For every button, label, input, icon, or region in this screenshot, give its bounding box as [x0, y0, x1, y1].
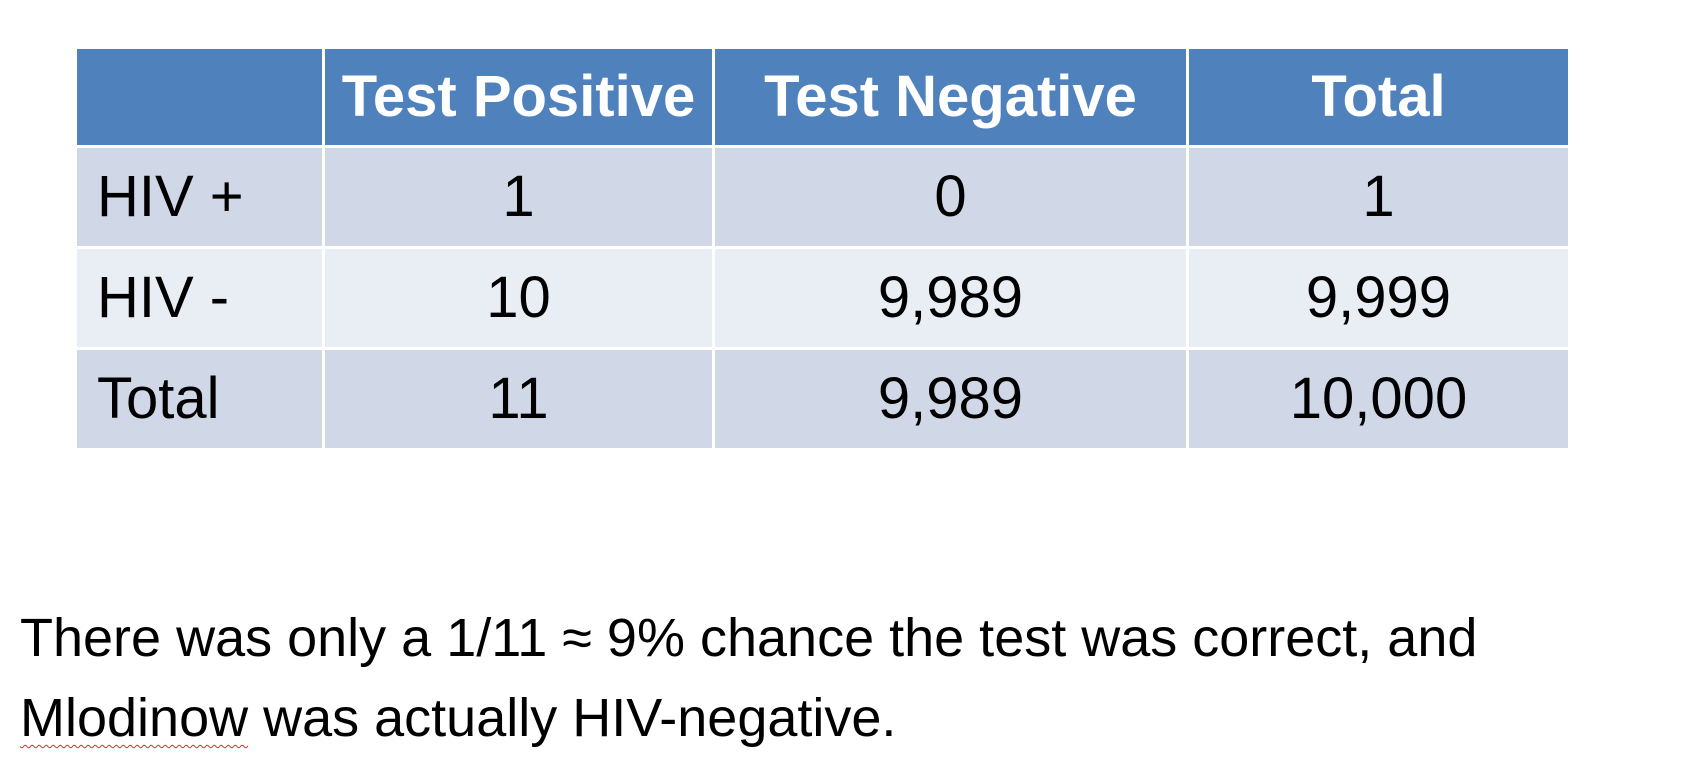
table-cell: 11: [322, 347, 715, 451]
table-cell: 1: [1186, 145, 1571, 249]
row-label-total: Total: [74, 347, 325, 451]
row-label-hiv-negative: HIV -: [74, 246, 325, 350]
conclusion-line-2-rest: was actually HIV-negative.: [248, 688, 897, 748]
table-cell: 9,989: [712, 246, 1189, 350]
table-row: Total 11 9,989 10,000: [74, 347, 1571, 451]
table-cell: 9,989: [712, 347, 1189, 451]
conclusion-line-2: Mlodinow was actually HIV-negative.: [20, 678, 1680, 758]
header-test-negative: Test Negative: [712, 46, 1189, 148]
header-total: Total: [1186, 46, 1571, 148]
row-label-hiv-positive: HIV +: [74, 145, 325, 249]
table-cell: 10,000: [1186, 347, 1571, 451]
header-test-positive: Test Positive: [322, 46, 715, 148]
conclusion-line-1: There was only a 1/11 ≈ 9% chance the te…: [20, 608, 1478, 668]
table-header-row: Test Positive Test Negative Total: [74, 46, 1571, 148]
table-cell: 0: [712, 145, 1189, 249]
table-cell: 1: [322, 145, 715, 249]
table-cell: 9,999: [1186, 246, 1571, 350]
conclusion-text: There was only a 1/11 ≈ 9% chance the te…: [20, 598, 1680, 758]
spellcheck-flagged-word[interactable]: Mlodinow: [20, 688, 249, 748]
table-row: HIV - 10 9,989 9,999: [74, 246, 1571, 350]
hiv-test-table: Test Positive Test Negative Total HIV + …: [74, 46, 1571, 451]
header-corner-cell: [74, 46, 325, 148]
table-cell: 10: [322, 246, 715, 350]
table-row: HIV + 1 0 1: [74, 145, 1571, 249]
